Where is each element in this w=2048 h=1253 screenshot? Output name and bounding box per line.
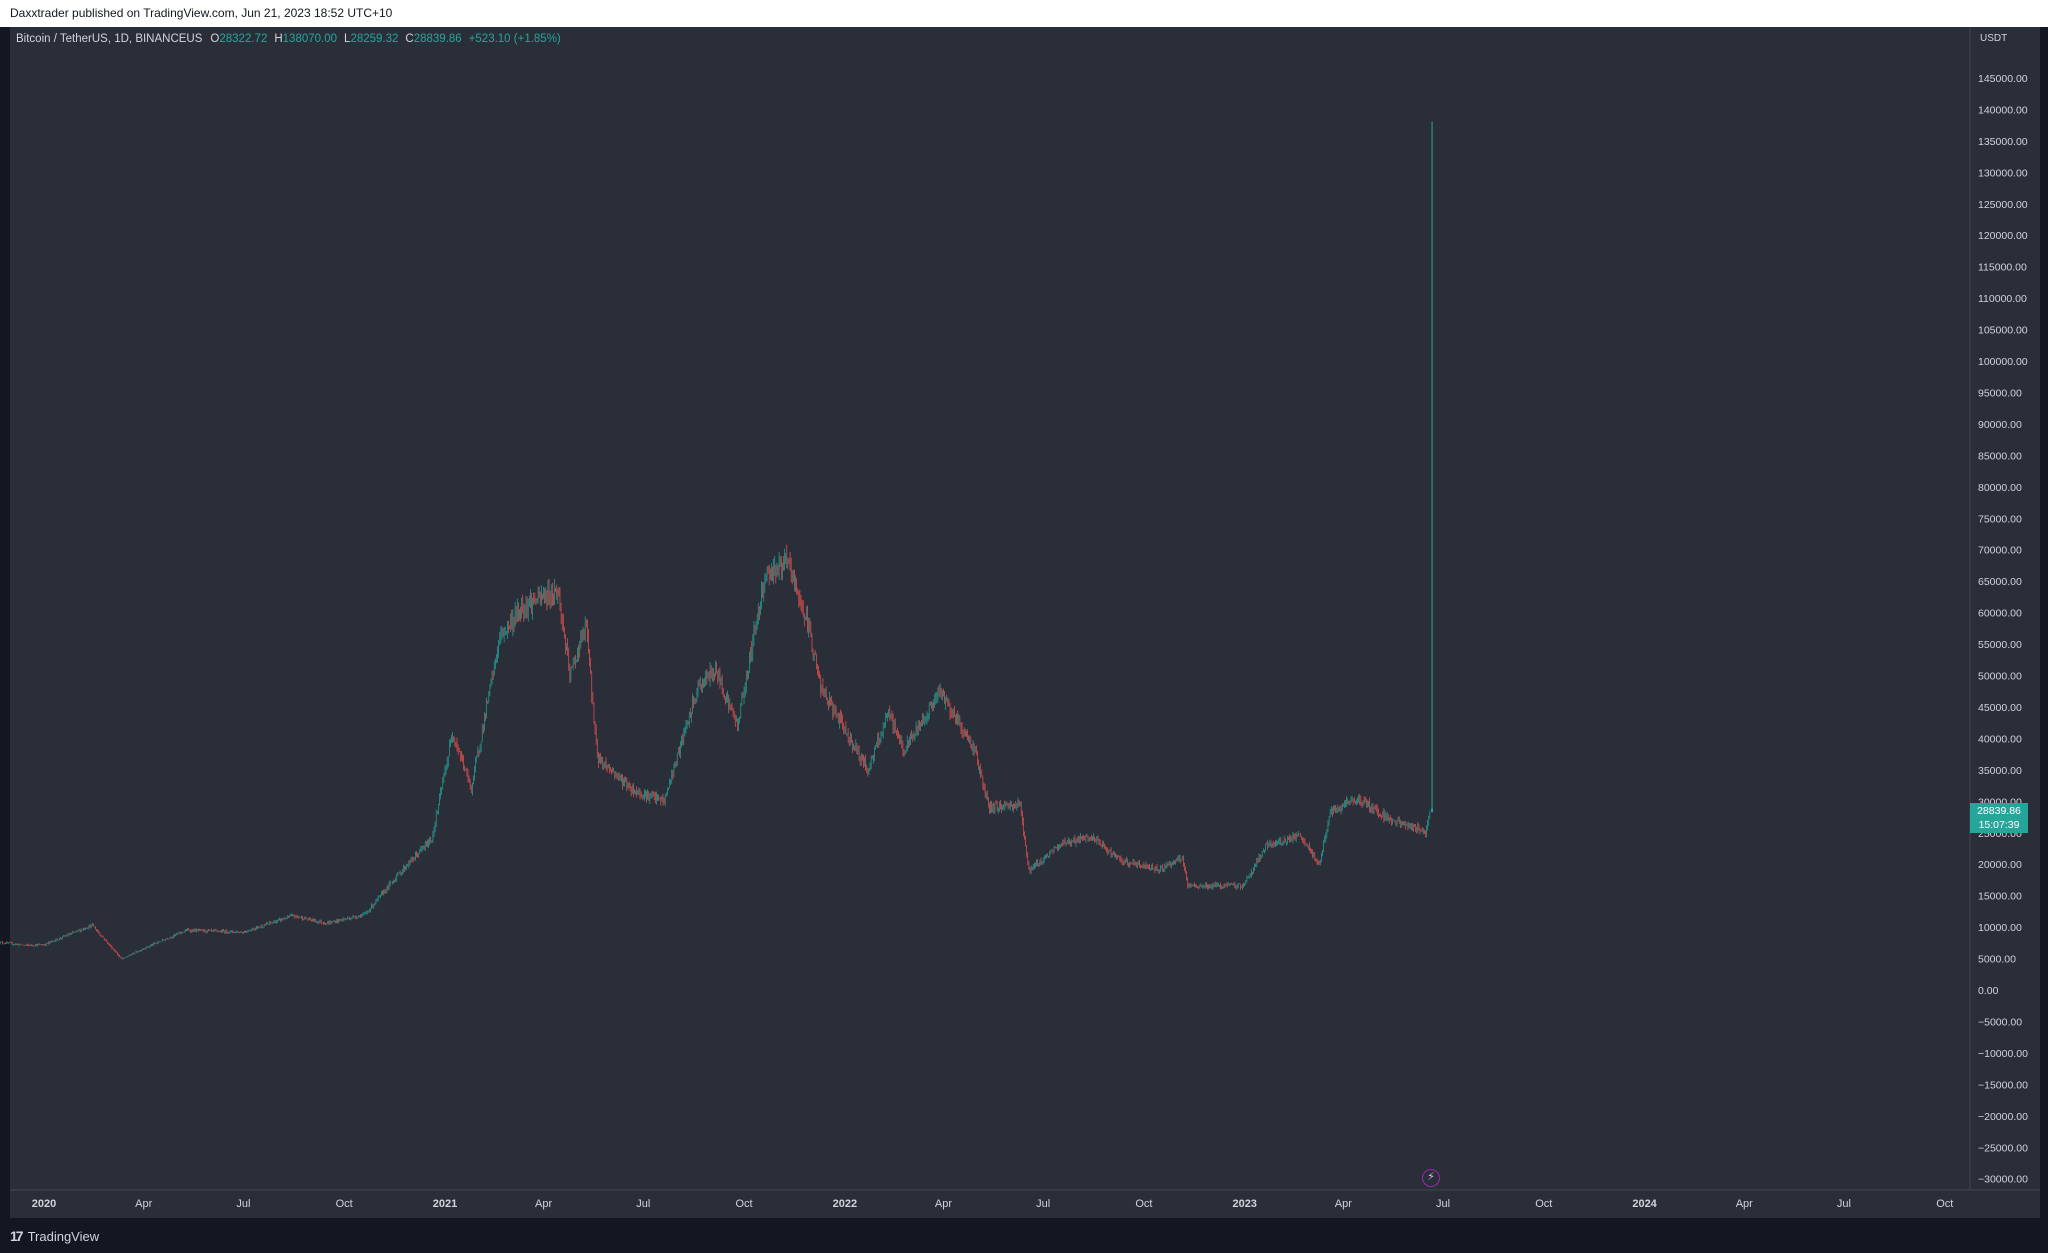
y-tick-label: 115000.00 [1978, 262, 2027, 274]
y-tick-label: 0.00 [1978, 985, 1999, 997]
y-tick-label: −20000.00 [1978, 1111, 2028, 1123]
high-label: H [274, 33, 283, 45]
x-tick-label: Apr [135, 1198, 152, 1210]
y-tick-label: 20000.00 [1978, 859, 2022, 871]
tradingview-logo[interactable]: 17 TradingView [10, 1226, 99, 1246]
close-value: 28839.86 [413, 33, 462, 45]
bar-countdown: 15:07:39 [1978, 819, 2020, 831]
y-tick-label: 45000.00 [1978, 702, 2022, 714]
publisher-text: Daxxtrader published on TradingView.com,… [10, 6, 393, 20]
y-tick-label: 35000.00 [1978, 765, 2022, 777]
open-label: O [210, 33, 220, 45]
x-tick-label: Jul [636, 1198, 650, 1210]
y-tick-label: 40000.00 [1978, 733, 2022, 745]
y-tick-label: −25000.00 [1978, 1142, 2028, 1154]
x-tick-label: Oct [1135, 1198, 1152, 1210]
y-tick-label: 120000.00 [1978, 230, 2028, 242]
tradingview-logo-icon: 17 [10, 1228, 24, 1244]
y-tick-label: −15000.00 [1978, 1079, 2028, 1091]
y-tick-label: −30000.00 [1978, 1174, 2028, 1186]
last-candle-body [1431, 808, 1434, 812]
x-tick-label: Jul [1036, 1198, 1050, 1210]
chart-area[interactable] [10, 27, 2040, 1218]
x-tick-label: 2024 [1632, 1198, 1657, 1210]
y-tick-label: −5000.00 [1978, 1016, 2022, 1028]
currency-label[interactable]: USDT [1980, 33, 2008, 44]
y-tick-label: 80000.00 [1978, 482, 2022, 494]
footer-bar: 17 TradingView [0, 1218, 2048, 1253]
open-value: 28322.72 [219, 33, 268, 45]
x-tick-label: 2022 [833, 1198, 857, 1210]
high-value: 138070.00 [282, 33, 338, 45]
y-tick-label: 130000.00 [1978, 167, 2028, 179]
y-tick-label: 10000.00 [1978, 922, 2022, 934]
y-tick-label: 125000.00 [1978, 199, 2028, 211]
x-tick-label: Apr [935, 1198, 952, 1210]
x-tick-label: Oct [336, 1198, 353, 1210]
x-tick-label: Jul [1837, 1198, 1851, 1210]
x-tick-label: Oct [1535, 1198, 1552, 1210]
y-tick-label: 135000.00 [1978, 136, 2028, 148]
x-tick-label: 2020 [32, 1198, 56, 1210]
lightning-icon[interactable]: ⚡ [1422, 1169, 1440, 1187]
y-tick-label: 15000.00 [1978, 891, 2022, 903]
y-tick-label: −10000.00 [1978, 1048, 2028, 1060]
publisher-header: Daxxtrader published on TradingView.com,… [0, 0, 2048, 27]
low-label: L [344, 33, 351, 45]
y-tick-label: 145000.00 [1978, 73, 2028, 85]
y-tick-label: 60000.00 [1978, 608, 2022, 620]
y-tick-label: 55000.00 [1978, 639, 2022, 651]
x-tick-label: Jul [1436, 1198, 1450, 1210]
x-tick-label: Oct [735, 1198, 752, 1210]
x-tick-label: Apr [1335, 1198, 1352, 1210]
candles [0, 121, 1434, 960]
x-tick-label: 2023 [1232, 1198, 1256, 1210]
symbol-title[interactable]: Bitcoin / TetherUS, 1D, BINANCEUS [16, 33, 203, 45]
last-price-tag: 28839.86 15:07:39 [1970, 803, 2028, 833]
y-tick-label: 105000.00 [1978, 325, 2028, 337]
y-tick-label: 100000.00 [1978, 356, 2028, 368]
x-tick-label: Apr [535, 1198, 552, 1210]
y-tick-label: 85000.00 [1978, 450, 2022, 462]
low-value: 28259.32 [350, 33, 399, 45]
x-tick-label: 2021 [433, 1198, 457, 1210]
last-price-value: 28839.86 [1977, 805, 2021, 817]
x-tick-label: Jul [236, 1198, 250, 1210]
y-tick-label: 5000.00 [1978, 954, 2016, 966]
y-tick-label: 75000.00 [1978, 513, 2022, 525]
ohlc-legend: Bitcoin / TetherUS, 1D, BINANCEUS O 28322… [16, 33, 561, 45]
y-tick-label: 65000.00 [1978, 576, 2022, 588]
x-tick-label: Oct [1936, 1198, 1953, 1210]
y-tick-label: 110000.00 [1978, 293, 2027, 305]
x-tick-label: Apr [1736, 1198, 1753, 1210]
y-tick-label: 70000.00 [1978, 545, 2022, 557]
y-tick-label: 95000.00 [1978, 387, 2022, 399]
brand-name: TradingView [27, 1228, 100, 1244]
close-label: C [405, 33, 414, 45]
y-tick-label: 90000.00 [1978, 419, 2022, 431]
y-tick-label: 140000.00 [1978, 104, 2028, 116]
change-value: +523.10 (+1.85%) [468, 33, 561, 45]
y-tick-label: 50000.00 [1978, 671, 2022, 683]
